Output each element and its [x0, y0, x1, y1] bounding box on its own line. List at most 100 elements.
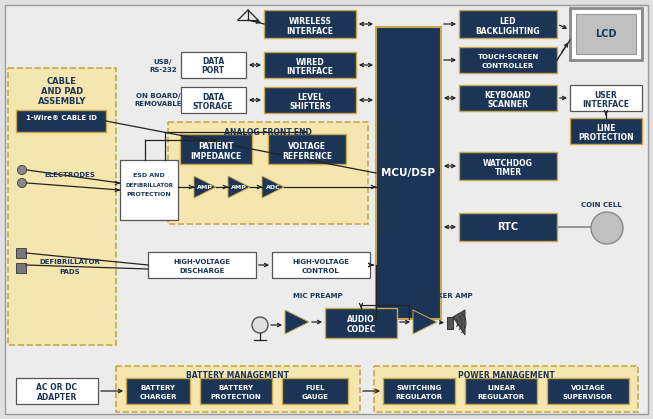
Text: PROTECTION: PROTECTION: [211, 394, 261, 400]
Text: ELECTRODES: ELECTRODES: [44, 172, 95, 178]
Bar: [376, 27, 441, 319]
Circle shape: [18, 178, 27, 187]
Text: INTERFACE: INTERFACE: [287, 26, 334, 36]
Text: LINE: LINE: [596, 124, 616, 132]
Text: FUEL: FUEL: [305, 385, 325, 391]
Polygon shape: [413, 310, 437, 334]
Text: DISCHARGE: DISCHARGE: [180, 268, 225, 274]
Text: REFERENCE: REFERENCE: [282, 152, 332, 160]
Bar: [264, 52, 356, 78]
Text: AMP: AMP: [231, 184, 247, 189]
Bar: [200, 378, 272, 404]
Text: PORT: PORT: [201, 65, 225, 75]
Text: SHIFTERS: SHIFTERS: [289, 101, 331, 111]
Text: CONTROLLER: CONTROLLER: [482, 63, 534, 69]
Bar: [459, 47, 557, 73]
Text: REMOVABLE: REMOVABLE: [135, 101, 182, 107]
Text: AND PAD: AND PAD: [41, 86, 83, 96]
Text: MIC PREAMP: MIC PREAMP: [293, 293, 343, 299]
Text: CONTROL: CONTROL: [302, 268, 340, 274]
Text: PATIENT: PATIENT: [199, 142, 234, 150]
Text: CABLE: CABLE: [47, 77, 77, 85]
Text: DEFIBRILLATOR: DEFIBRILLATOR: [40, 259, 101, 265]
Bar: [16, 110, 106, 132]
Bar: [181, 87, 246, 113]
Text: DEFIBRILLATOR: DEFIBRILLATOR: [125, 183, 173, 187]
Text: VOLTAGE: VOLTAGE: [571, 385, 605, 391]
Text: BATTERY MANAGEMENT: BATTERY MANAGEMENT: [187, 370, 289, 380]
Text: SPEAKER AMP: SPEAKER AMP: [417, 293, 473, 299]
Bar: [570, 85, 642, 111]
Text: VOLTAGE: VOLTAGE: [288, 142, 326, 150]
Bar: [576, 14, 636, 54]
Text: WIRED: WIRED: [296, 57, 325, 67]
Text: LCD: LCD: [596, 29, 616, 39]
Bar: [465, 378, 537, 404]
Text: REGULATOR: REGULATOR: [396, 394, 443, 400]
Bar: [570, 118, 642, 144]
Text: AUDIO: AUDIO: [347, 315, 375, 323]
Bar: [374, 366, 638, 412]
Bar: [325, 308, 397, 338]
Text: INTERFACE: INTERFACE: [582, 99, 629, 109]
Polygon shape: [453, 310, 465, 335]
Bar: [459, 85, 557, 111]
Text: SCANNER: SCANNER: [488, 99, 528, 109]
Polygon shape: [194, 176, 216, 198]
Text: RS-232: RS-232: [149, 67, 177, 73]
Text: PADS: PADS: [59, 269, 80, 275]
Text: CHARGER: CHARGER: [139, 394, 177, 400]
Bar: [126, 378, 190, 404]
Text: BACKLIGHTING: BACKLIGHTING: [475, 26, 540, 36]
Polygon shape: [228, 176, 250, 198]
Bar: [16, 248, 26, 258]
Circle shape: [18, 166, 27, 174]
Text: ESD AND: ESD AND: [133, 173, 165, 178]
Bar: [8, 68, 116, 345]
Text: USER: USER: [595, 91, 617, 99]
Bar: [459, 213, 557, 241]
Bar: [459, 152, 557, 180]
Text: BATTERY: BATTERY: [219, 385, 253, 391]
Bar: [268, 134, 346, 164]
Bar: [116, 366, 360, 412]
Text: WATCHDOG: WATCHDOG: [483, 158, 533, 168]
Bar: [120, 160, 178, 220]
Text: GAUGE: GAUGE: [302, 394, 328, 400]
Text: DATA: DATA: [202, 93, 224, 101]
Text: STORAGE: STORAGE: [193, 101, 233, 111]
Text: MCU/DSP: MCU/DSP: [381, 168, 436, 178]
Bar: [168, 122, 368, 224]
Text: IMPEDANCE: IMPEDANCE: [191, 152, 242, 160]
Text: PROTECTION: PROTECTION: [127, 191, 171, 197]
Text: RTC: RTC: [498, 222, 518, 232]
Bar: [264, 87, 356, 113]
Text: LEVEL: LEVEL: [297, 93, 323, 101]
Bar: [383, 378, 455, 404]
Text: INTERFACE: INTERFACE: [287, 67, 334, 75]
Bar: [148, 252, 256, 278]
Circle shape: [591, 212, 623, 244]
Text: KEYBOARD: KEYBOARD: [485, 91, 532, 99]
Bar: [272, 252, 370, 278]
Text: REGULATOR: REGULATOR: [477, 394, 524, 400]
Text: LINEAR: LINEAR: [487, 385, 515, 391]
Text: LED: LED: [500, 16, 517, 26]
Text: CODEC: CODEC: [346, 324, 375, 334]
Text: ON BOARD/: ON BOARD/: [136, 93, 180, 99]
Bar: [447, 317, 453, 329]
Text: HIGH-VOLTAGE: HIGH-VOLTAGE: [174, 259, 231, 265]
Text: SWITCHING: SWITCHING: [396, 385, 441, 391]
Text: AC OR DC: AC OR DC: [37, 383, 78, 393]
Text: TIMER: TIMER: [494, 168, 522, 176]
Bar: [282, 378, 348, 404]
Text: COIN CELL: COIN CELL: [581, 202, 621, 208]
Bar: [459, 10, 557, 38]
Text: ADAPTER: ADAPTER: [37, 393, 77, 401]
Polygon shape: [285, 310, 309, 334]
Circle shape: [252, 317, 268, 333]
Bar: [570, 8, 642, 60]
Text: PROTECTION: PROTECTION: [578, 132, 634, 142]
Polygon shape: [262, 176, 284, 198]
Text: AMP: AMP: [197, 184, 213, 189]
